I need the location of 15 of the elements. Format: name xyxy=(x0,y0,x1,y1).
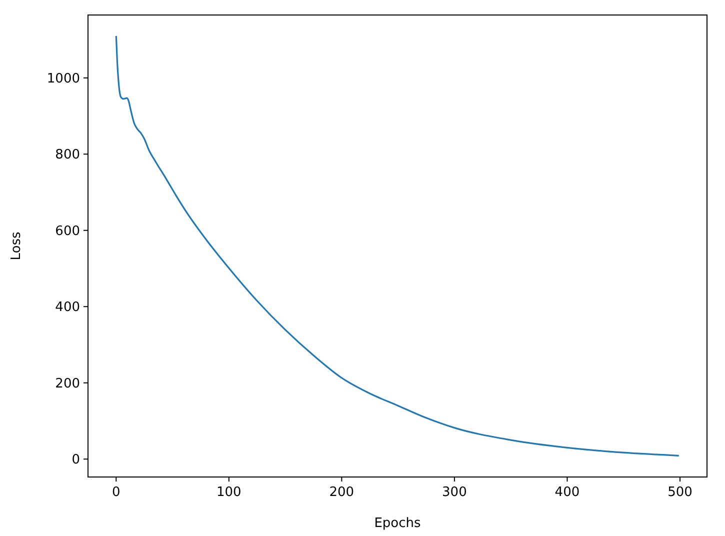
x-tick-label: 300 xyxy=(442,485,467,500)
y-tick-label: 400 xyxy=(55,300,80,316)
y-axis-title: Loss xyxy=(9,232,24,260)
x-tick-label: 0 xyxy=(112,485,120,500)
x-tick-label: 200 xyxy=(329,485,354,500)
y-tick-label: 600 xyxy=(55,224,80,239)
x-axis-title: Epochs xyxy=(374,516,422,531)
y-tick-label: 0 xyxy=(72,452,80,468)
y-tick-label: 800 xyxy=(55,148,80,163)
y-tick-label: 1000 xyxy=(46,71,80,86)
x-tick-label: 100 xyxy=(216,485,242,500)
x-tick-label: 400 xyxy=(554,485,580,500)
y-tick-label: 200 xyxy=(55,376,80,392)
line-series xyxy=(115,35,680,456)
x-tick-label: 500 xyxy=(668,485,692,500)
